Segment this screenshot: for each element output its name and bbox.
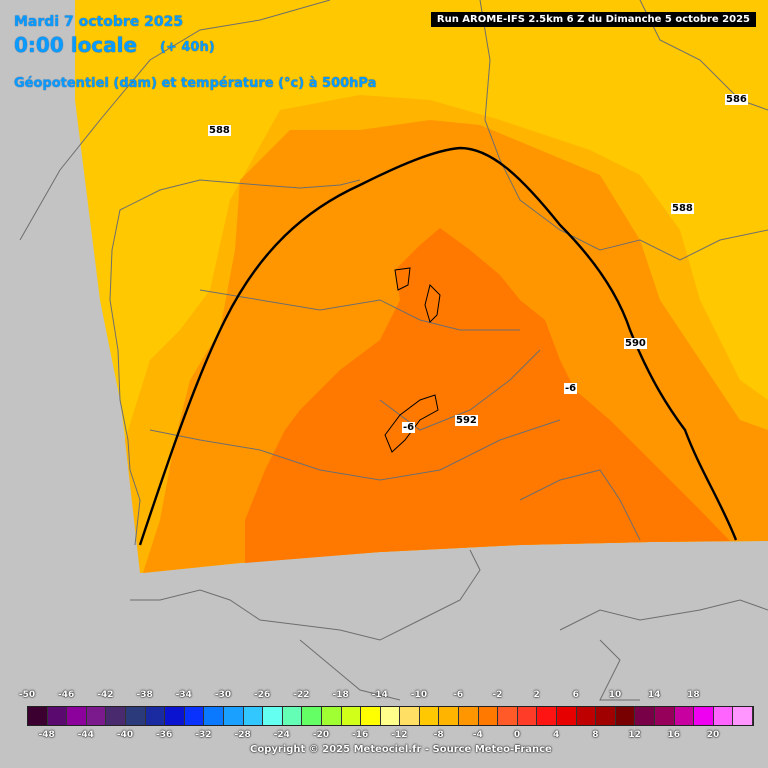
legend-tick-label: 18 [687, 690, 700, 700]
contour-label-590: 590 [624, 338, 647, 349]
colorbar-cell [184, 707, 205, 725]
colorbar-cell [47, 707, 68, 725]
coastlines-and-borders [19, 0, 768, 701]
colorbar-cell [459, 707, 479, 725]
colorbar-cell [263, 707, 283, 725]
legend-tick-label: -34 [175, 690, 192, 700]
legend-tick-label: 16 [667, 730, 681, 740]
legend-tick-label: -36 [156, 730, 173, 740]
legend-tick-label: 12 [628, 730, 641, 740]
legend-tick-label: -8 [433, 730, 444, 740]
isotherm-label-minus6-east: -6 [564, 383, 578, 394]
legend-tick-label: -20 [312, 730, 330, 740]
isotherm-label-minus6-west: -6 [402, 422, 416, 433]
contour-label-592: 592 [455, 415, 478, 426]
colorbar-cell [537, 707, 558, 725]
contour-label-586: 586 [725, 94, 748, 105]
legend-tick-label: -32 [195, 730, 212, 740]
colorbar-cell [635, 707, 655, 725]
legend-tick-label: -44 [77, 730, 94, 740]
colorbar-cell [517, 707, 538, 725]
legend-tick-label: -22 [293, 690, 310, 700]
geopotential-contour-590 [138, 146, 738, 546]
legend-tick-label: 10 [608, 690, 622, 700]
colorbar-cell [204, 707, 224, 725]
lead-time: (+ 40h) [160, 40, 215, 55]
legend-tick-label: 0 [513, 730, 521, 740]
legend-tick-label: -30 [214, 690, 232, 700]
legend-tick-label: -26 [254, 690, 271, 700]
colorbar-cell [86, 707, 107, 725]
colorbar-cell [400, 707, 420, 725]
legend-tick-label: -12 [391, 730, 408, 740]
legend-tick-label: -42 [97, 690, 114, 700]
legend-tick-label: -48 [38, 730, 55, 740]
colorbar-cell [67, 707, 87, 725]
legend-tick-label: -10 [410, 690, 428, 700]
legend-tick-label: 14 [647, 690, 661, 700]
colorbar-cell [694, 707, 714, 725]
temperature-band-minus4 [245, 228, 730, 563]
colorbar-cell [106, 707, 126, 725]
colorbar-cell [223, 707, 244, 725]
forecast-date: Mardi 7 octobre 2025 [14, 14, 184, 30]
colorbar-cell [419, 707, 440, 725]
colorbar-cell [439, 707, 460, 725]
parameter-title: Géopotentiel (dam) et température (°c) à… [14, 76, 377, 91]
legend-tick-label: -46 [58, 690, 75, 700]
legend-tick-label: -38 [136, 690, 153, 700]
colorbar-cell [243, 707, 264, 725]
colorbar-cell [165, 707, 185, 725]
legend-tick-label: 8 [592, 730, 599, 740]
colorbar-cell [145, 707, 166, 725]
run-info-banner: Run AROME-IFS 2.5km 6 Z du Dimanche 5 oc… [430, 12, 756, 27]
colorbar-cell [361, 707, 381, 725]
colorbar-cell [596, 707, 616, 725]
legend-tick-label: 2 [533, 690, 540, 700]
colorbar-cell [28, 707, 48, 725]
colorbar-cell [380, 707, 401, 725]
colorbar-cell [733, 707, 753, 725]
contour-label-588-east: 588 [671, 203, 694, 214]
colorbar-cell [341, 707, 362, 725]
colorbar-cell [282, 707, 303, 725]
legend-tick-label: -40 [116, 730, 134, 740]
colorbar-cell [125, 707, 146, 725]
isotherm-minus6 [384, 267, 441, 453]
legend-tick-label: -18 [332, 690, 349, 700]
legend-tick-label: 6 [572, 690, 579, 700]
colorbar-cell [302, 707, 322, 725]
forecast-time: 0:00 locale [14, 33, 138, 57]
legend-tick-label: 20 [706, 730, 720, 740]
legend-tick-label: 4 [553, 730, 560, 740]
legend-tick-label: -28 [234, 730, 251, 740]
legend-tick-label: -14 [371, 690, 388, 700]
colorbar-cell [674, 707, 695, 725]
colorbar-cell [478, 707, 499, 725]
colorbar-cell [321, 707, 342, 725]
legend-tick-label: -6 [453, 690, 464, 700]
colorbar-cell [576, 707, 597, 725]
colorbar-cell [615, 707, 636, 725]
temperature-colorbar [27, 706, 754, 726]
legend-tick-label: -2 [492, 690, 503, 700]
colorbar-cell [713, 707, 734, 725]
contour-label-588-west: 588 [208, 125, 231, 136]
legend-tick-label: -50 [18, 690, 36, 700]
legend-tick-label: -24 [273, 730, 290, 740]
copyright-notice: Copyright © 2025 Meteociel.fr - Source M… [250, 744, 552, 755]
colorbar-cell [557, 707, 577, 725]
legend-tick-label: -4 [472, 730, 483, 740]
legend-tick-label: -16 [352, 730, 369, 740]
colorbar-cell [655, 707, 675, 725]
colorbar-cell [498, 707, 518, 725]
